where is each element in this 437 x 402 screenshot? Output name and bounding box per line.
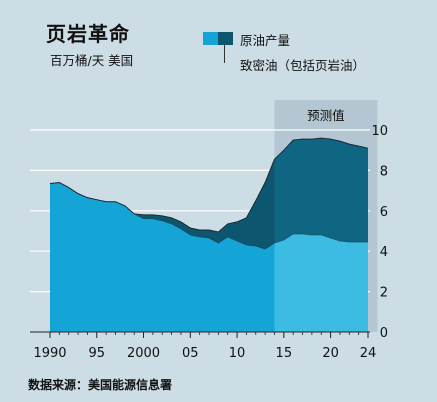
- legend-swatch-tight-oil: [218, 32, 233, 45]
- y-tick-label-6: 6: [380, 205, 388, 220]
- legend-label-tight-oil: 致密油（包括页岩油）: [240, 58, 366, 73]
- conventional-line: [49, 182, 368, 250]
- y-tick-label-10: 10: [371, 124, 388, 139]
- legend-swatch-production: [203, 32, 218, 45]
- x-tick-label-1990: 1990: [33, 346, 66, 361]
- y-axis-ticks: 0 2 4 6 8 10: [371, 124, 388, 341]
- series-areas: [49, 137, 369, 332]
- x-tick-label-2024: 24: [360, 346, 377, 361]
- y-tick-label-0: 0: [380, 326, 388, 341]
- forecast-label: 预测值: [307, 108, 345, 123]
- y-tick-label-2: 2: [380, 286, 388, 301]
- x-tick-label-2010: 10: [229, 346, 246, 361]
- y-tick-label-4: 4: [380, 245, 388, 260]
- legend-label-production: 原油产量: [240, 33, 291, 48]
- x-axis-ticks: 1990 95 2000 05 10 15 20 24: [33, 332, 376, 361]
- conventional-area: [50, 182, 275, 332]
- conventional-area-forecast: [274, 234, 368, 332]
- chart-title: 页岩革命: [46, 22, 130, 46]
- x-tick-label-1995: 95: [88, 346, 105, 361]
- y-tick-label-8: 8: [380, 164, 388, 179]
- x-tick-label-2005: 05: [182, 346, 199, 361]
- x-tick-label-2020: 20: [322, 346, 339, 361]
- x-tick-label-2015: 15: [276, 346, 293, 361]
- chart-subtitle: 百万桶/天 美国: [50, 53, 134, 68]
- source-note: 数据来源：美国能源信息署: [28, 378, 173, 392]
- x-tick-label-2000: 2000: [127, 346, 160, 361]
- legend-leader-line: [224, 45, 225, 63]
